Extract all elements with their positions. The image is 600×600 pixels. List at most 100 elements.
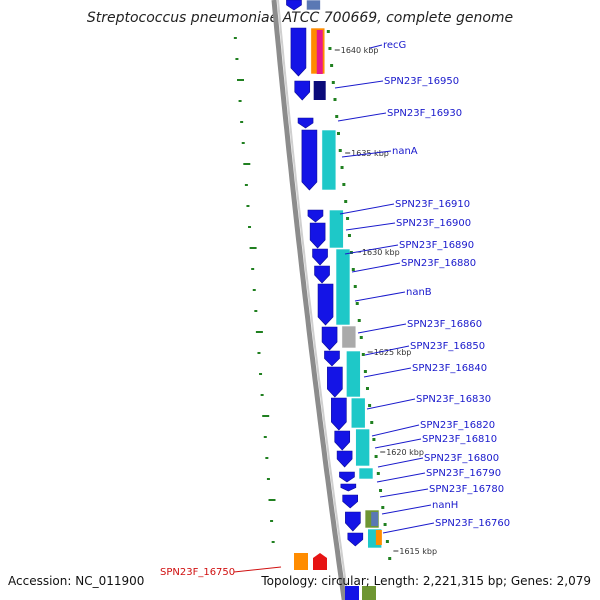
- gene-label-group[interactable]: SPN23F_16860: [357, 319, 482, 334]
- gene-leader-line: [357, 323, 407, 334]
- cog-block[interactable]: [329, 209, 344, 249]
- gene-label[interactable]: nanB: [406, 287, 432, 298]
- cog-block[interactable]: [335, 248, 351, 326]
- gene-label[interactable]: SPN23F_16930: [387, 108, 462, 119]
- gene-label[interactable]: SPN23F_16880: [401, 258, 476, 269]
- gene-label[interactable]: SPN23F_16780: [429, 484, 504, 495]
- cog-block[interactable]: [362, 586, 376, 600]
- gene-arrow[interactable]: [313, 81, 326, 100]
- gene-label[interactable]: SPN23F_16850: [410, 341, 485, 352]
- gene-arrow[interactable]: [321, 326, 338, 351]
- gene-label-group[interactable]: SPN23F_16760: [382, 518, 510, 534]
- gene-arrow[interactable]: [301, 129, 318, 191]
- gene-label-group[interactable]: SPN23F_16800: [377, 453, 499, 468]
- gene-arrow[interactable]: [331, 397, 347, 431]
- gene-label-group[interactable]: nanA: [341, 146, 418, 158]
- gene-label-group[interactable]: SPN23F_16850: [364, 341, 485, 356]
- gene-label[interactable]: recG: [383, 40, 406, 51]
- gene-leader-line: [382, 522, 435, 534]
- gene-arrow[interactable]: [345, 586, 359, 600]
- gene-leader-line: [364, 345, 410, 356]
- cog-block[interactable]: [371, 512, 379, 526]
- gene-arrow[interactable]: [286, 0, 302, 11]
- gene-arrow[interactable]: [342, 494, 358, 509]
- gene-arrow[interactable]: [317, 283, 334, 326]
- cog-block[interactable]: [321, 129, 337, 191]
- cog-block[interactable]: [375, 530, 382, 545]
- gene-label-group[interactable]: SPN23F_16910: [339, 199, 470, 215]
- gene-leader-line: [379, 488, 429, 498]
- gene-arrow[interactable]: [307, 209, 324, 223]
- kbp-marker-label: 1640 kbp: [341, 46, 379, 55]
- gene-label[interactable]: SPN23F_16950: [384, 76, 459, 87]
- gene-arrow[interactable]: [297, 117, 314, 129]
- gene-label-group[interactable]: SPN23F_16780: [379, 484, 504, 498]
- gene-label-group[interactable]: SPN23F_16950: [334, 76, 459, 89]
- gene-label[interactable]: SPN23F_16820: [420, 420, 495, 431]
- gene-leader-line: [351, 262, 401, 273]
- feature-dot: [365, 387, 369, 390]
- gene-label[interactable]: SPN23F_16790: [426, 468, 501, 479]
- feature-dot: [353, 285, 357, 288]
- cog-block[interactable]: [341, 325, 357, 349]
- gene-label[interactable]: SPN23F_16900: [396, 218, 471, 229]
- cog-block[interactable]: [350, 397, 366, 429]
- gene-label[interactable]: SPN23F_16860: [407, 319, 482, 330]
- cog-block[interactable]: [346, 350, 361, 398]
- gene-arrow[interactable]: [347, 532, 364, 547]
- feature-dot: [374, 455, 378, 458]
- feature-dot: [330, 64, 334, 67]
- gene-label-group[interactable]: recG: [369, 40, 406, 51]
- gene-label[interactable]: nanH: [432, 500, 458, 511]
- gene-label[interactable]: SPN23F_16810: [422, 434, 497, 445]
- gene-label[interactable]: SPN23F_16890: [399, 240, 474, 251]
- gene-arrow[interactable]: [340, 483, 357, 492]
- gene-label-group[interactable]: SPN23F_16890: [344, 240, 474, 255]
- gene-label[interactable]: SPN23F_16800: [424, 453, 499, 464]
- feature-dot: [376, 472, 380, 475]
- gene-label[interactable]: SPN23F_16830: [416, 394, 491, 405]
- gene-arrow[interactable]: [294, 80, 311, 101]
- gene-arrow[interactable]: [309, 222, 326, 249]
- gene-label-group[interactable]: SPN23F_16930: [337, 108, 462, 122]
- gene-arrow[interactable]: [290, 27, 307, 77]
- gene-label-group[interactable]: SPN23F_16840: [363, 363, 487, 378]
- feature-dot: [335, 115, 339, 118]
- feature-dot: [340, 166, 344, 169]
- cog-block[interactable]: [355, 428, 370, 467]
- gene-label[interactable]: SPN23F_16750: [160, 567, 235, 578]
- gene-arrow[interactable]: [294, 553, 308, 570]
- genome-backbone: [271, 0, 350, 600]
- kbp-marker-label: 1615 kbp: [399, 547, 437, 556]
- gene-arrow[interactable]: [334, 430, 351, 451]
- accession-text: Accession: NC_011900: [8, 574, 145, 588]
- gene-arrow[interactable]: [339, 471, 355, 483]
- map-title: Streptococcus pneumoniae ATCC 700669, co…: [86, 10, 514, 26]
- gene-label-group[interactable]: nanB: [354, 287, 432, 302]
- gene-label-group[interactable]: nanH: [381, 500, 458, 515]
- gene-arrow[interactable]: [314, 265, 330, 284]
- backbone-inner-arc: [277, 0, 350, 600]
- gene-label-group[interactable]: SPN23F_16880: [351, 258, 476, 273]
- cog-block[interactable]: [306, 0, 321, 11]
- gene-label-group[interactable]: SPN23F_16810: [374, 434, 497, 449]
- gene-arrow[interactable]: [312, 248, 328, 266]
- cog-block[interactable]: [358, 467, 374, 480]
- gene-label-group[interactable]: SPN23F_16900: [345, 218, 471, 231]
- gene-label[interactable]: SPN23F_16760: [435, 518, 510, 529]
- highlighted-gene-arrow[interactable]: [313, 553, 327, 570]
- gene-label[interactable]: SPN23F_16840: [412, 363, 487, 374]
- gene-arrow[interactable]: [324, 350, 340, 367]
- gene-arrow[interactable]: [345, 511, 361, 532]
- gene-label-group[interactable]: SPN23F_16820: [371, 420, 495, 437]
- gene-arrow[interactable]: [327, 366, 343, 398]
- cog-block[interactable]: [316, 30, 323, 74]
- gene-label[interactable]: SPN23F_16910: [395, 199, 470, 210]
- gene-label[interactable]: nanA: [392, 146, 418, 157]
- gene-arrow[interactable]: [336, 450, 353, 468]
- gene-label-group[interactable]: SPN23F_16830: [366, 394, 491, 410]
- gene-label-group[interactable]: SPN23F_16750: [160, 566, 282, 578]
- gene-leader-line: [354, 291, 406, 302]
- gene-label-group[interactable]: SPN23F_16790: [376, 468, 501, 483]
